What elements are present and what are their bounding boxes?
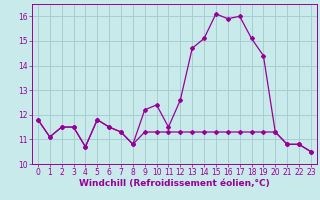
- X-axis label: Windchill (Refroidissement éolien,°C): Windchill (Refroidissement éolien,°C): [79, 179, 270, 188]
